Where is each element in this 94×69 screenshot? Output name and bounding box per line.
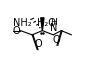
Text: O: O (35, 39, 42, 49)
Text: O: O (13, 26, 20, 36)
Polygon shape (41, 18, 44, 31)
Text: NH₂: NH₂ (13, 18, 31, 28)
Text: H₂O: H₂O (37, 18, 56, 28)
Text: H: H (50, 18, 57, 27)
Text: O: O (52, 35, 60, 45)
Text: N: N (50, 23, 57, 33)
